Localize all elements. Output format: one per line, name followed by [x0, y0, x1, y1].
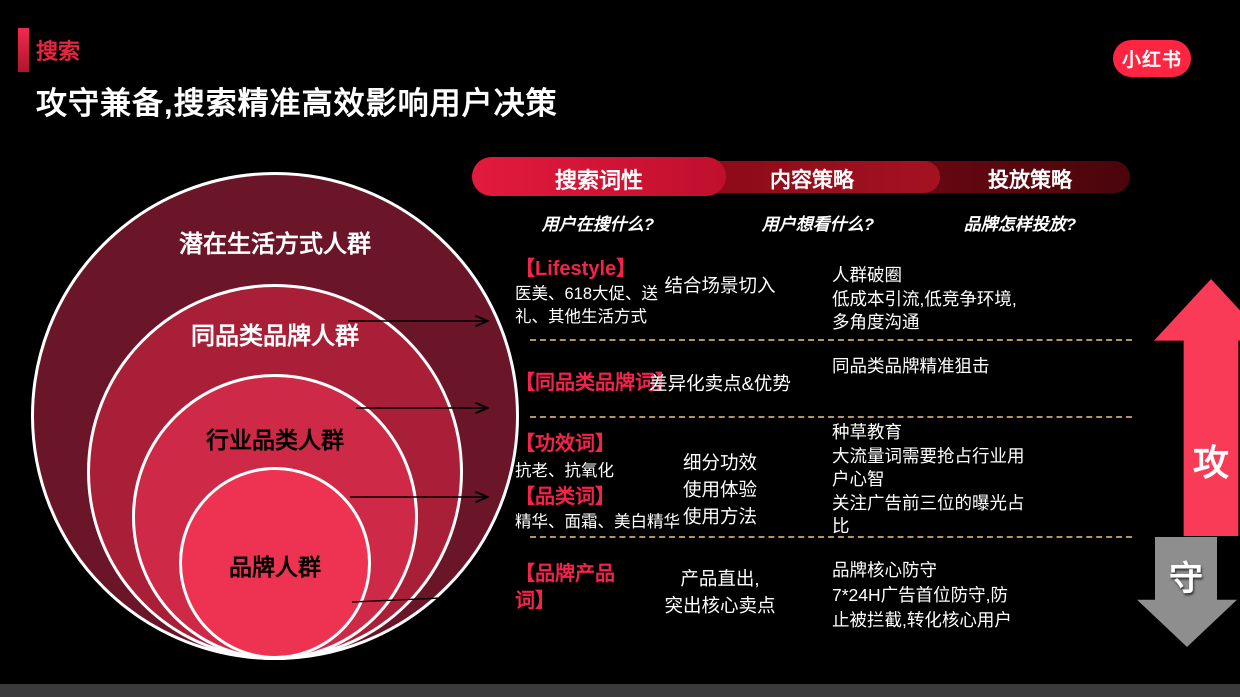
ring-label-brand: 品牌人群	[229, 554, 321, 580]
row3-strategy-text: 大流量词需要抢占行业用	[832, 445, 1025, 466]
row2-strategy-cell: 同品类品牌精准狙击	[832, 353, 1147, 378]
row1-term-cell: 【Lifestyle】 医美、618大促、送 礼、其他生活方式	[515, 255, 705, 329]
row4-content-text: 突出核心卖点	[664, 595, 776, 616]
row3-term-label-category: 【品类词】	[515, 486, 615, 508]
subheader-how-brands-place: 品牌怎样投放?	[963, 215, 1077, 234]
row4-strategy-text: 7*24H广告首位防守,防	[832, 585, 1009, 605]
row3-strategy-text: 种草教育	[832, 422, 902, 442]
attack-up-arrow	[1154, 279, 1240, 536]
row1-strategy-text: 低成本引流,低竞争环境,	[832, 288, 1017, 309]
row4-strategy-text: 品牌核心防守	[832, 560, 937, 580]
row1-term-text: 医美、618大促、送	[515, 285, 659, 303]
header-placement-strategy: 投放策略	[988, 169, 1072, 192]
row3-strategy-text: 关注广告前三位的曝光占	[832, 492, 1025, 513]
row1-term-text: 礼、其他生活方式	[515, 308, 647, 326]
header-search-term-type: 搜索词性	[554, 168, 643, 193]
row2-term-cell: 【同品类品牌词】	[515, 366, 705, 395]
row2-content-text: 差异化卖点&优势	[649, 373, 791, 394]
subheader-what-users-want: 用户想看什么?	[761, 215, 875, 234]
row3-strategy-text: 户心智	[832, 469, 885, 489]
row4-term-label: 【品牌产品	[515, 563, 615, 585]
accent-bar	[18, 28, 29, 72]
row-separator	[530, 416, 1132, 418]
row1-content-text: 结合场景切入	[664, 275, 776, 296]
row3-term-cell: 【功效词】 抗老、抗氧化 【品类词】 精华、面霜、美白精华	[515, 432, 705, 535]
row3-content-text: 细分功效	[682, 452, 757, 473]
row4-strategy-cell: 品牌核心防守 7*24H广告首位防守,防 止被拦截,转化核心用户	[832, 558, 1147, 633]
row1-strategy-text: 多角度沟通	[832, 312, 920, 332]
row3-content-text: 使用方法	[682, 506, 757, 527]
defend-label: 守	[1169, 560, 1203, 598]
row4-content-cell: 产品直出, 突出核心卖点	[620, 565, 820, 619]
ring-brand-audience	[179, 467, 371, 659]
ring-label-industry-category: 行业品类人群	[206, 427, 344, 453]
row3-term-text: 抗老、抗氧化	[515, 462, 614, 480]
row1-strategy-cell: 人群破圈 低成本引流,低竞争环境, 多角度沟通	[832, 264, 1147, 335]
row3-content-cell: 细分功效 使用体验 使用方法	[620, 449, 820, 530]
row-separator	[530, 536, 1132, 538]
bottom-strip	[0, 684, 1240, 697]
header-content-strategy: 内容策略	[770, 169, 854, 192]
row2-content-cell: 差异化卖点&优势	[620, 370, 820, 396]
row3-term-label-efficacy: 【功效词】	[515, 433, 615, 455]
page-title: 攻守兼备,搜索精准高效影响用户决策	[36, 86, 558, 121]
row1-strategy-text: 人群破圈	[832, 265, 902, 285]
row1-term-label: 【Lifestyle】	[515, 258, 637, 280]
row2-strategy-text: 同品类品牌精准狙击	[832, 356, 990, 376]
row1-content-cell: 结合场景切入	[620, 272, 820, 298]
row3-strategy-cell: 种草教育 大流量词需要抢占行业用 户心智 关注广告前三位的曝光占 比	[832, 421, 1147, 539]
ring-label-lifestyle: 潜在生活方式人群	[179, 231, 371, 258]
subheader-what-users-search: 用户在搜什么?	[541, 215, 655, 234]
row3-strategy-text: 比	[832, 516, 850, 536]
attack-label: 攻	[1193, 442, 1230, 483]
section-label: 搜索	[36, 39, 81, 64]
row-separator	[530, 339, 1132, 341]
table-header-segment-search	[472, 157, 726, 196]
row3-term-text: 精华、面霜、美白精华	[515, 513, 680, 531]
row4-content-text: 产品直出,	[680, 568, 760, 589]
row2-term-label: 【同品类品牌词】	[515, 372, 675, 394]
row4-strategy-text: 止被拦截,转化核心用户	[832, 610, 1012, 630]
ring-label-same-category: 同品类品牌人群	[191, 323, 359, 350]
row3-content-text: 使用体验	[682, 479, 757, 500]
xiaohongshu-logo: 小红书	[1113, 40, 1191, 77]
row4-term-label: 词】	[515, 590, 555, 612]
row4-term-cell: 【品牌产品 词】	[515, 561, 705, 615]
